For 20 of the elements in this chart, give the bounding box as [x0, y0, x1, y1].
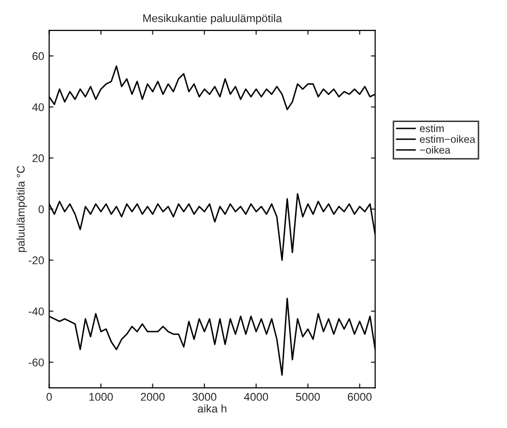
x-tick-label: 3000	[192, 392, 216, 401]
y-tick-label: 20	[32, 154, 44, 162]
legend-label: −oikea	[420, 146, 450, 154]
x-tick-label: 2000	[140, 392, 165, 401]
x-axis-title: aika h	[198, 404, 226, 413]
y-tick-label: 40	[32, 103, 44, 112]
y-tick-label: 60	[32, 52, 44, 60]
y-tick-label: 0	[38, 205, 44, 214]
chart-title: Mesikukantie paluulämpötila	[143, 14, 282, 24]
y-tick-label: -40	[28, 307, 44, 316]
y-axis-title: paluulämpötila °C	[16, 166, 27, 252]
y-tick-label: -60	[28, 358, 44, 366]
legend-label: estim	[420, 124, 444, 132]
x-tick-label: 0	[46, 392, 52, 401]
y-tick-label: -20	[28, 256, 44, 264]
x-tick-label: 6000	[348, 392, 372, 401]
legend-label: estim−oikea	[420, 135, 476, 143]
x-tick-label: 5000	[296, 392, 320, 401]
x-tick-label: 4000	[244, 392, 268, 401]
x-tick-label: 1000	[89, 392, 113, 401]
